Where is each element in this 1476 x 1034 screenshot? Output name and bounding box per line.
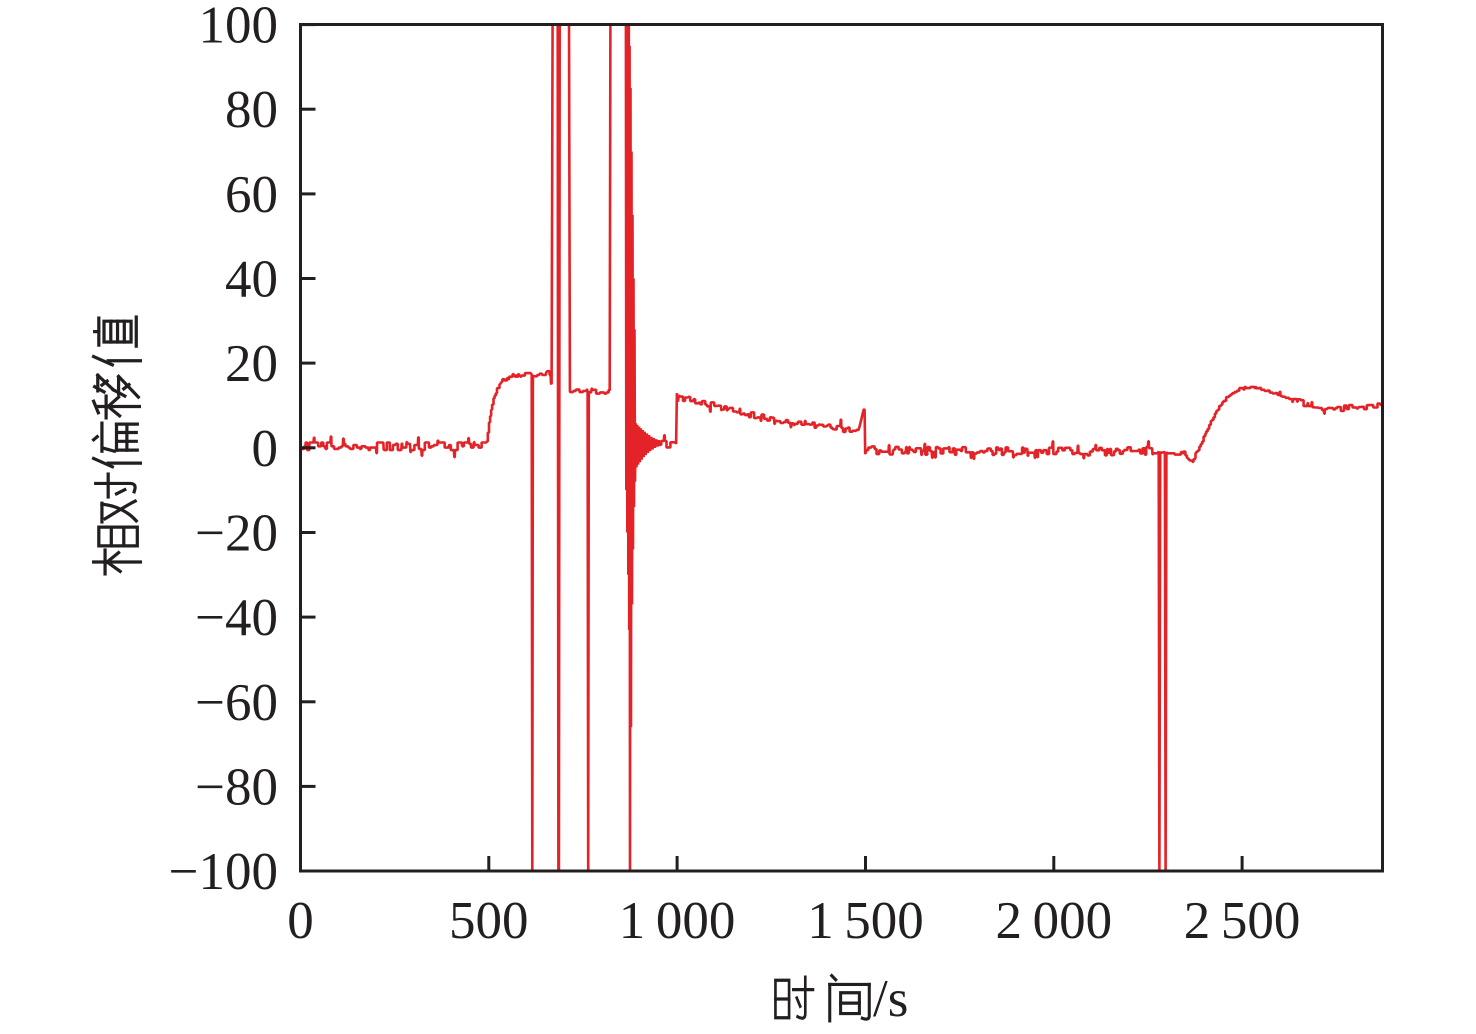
svg-text:−40: −40 bbox=[195, 589, 278, 647]
svg-text:−60: −60 bbox=[195, 674, 278, 732]
svg-text:0: 0 bbox=[252, 420, 279, 478]
svg-text:80: 80 bbox=[225, 81, 278, 139]
svg-text:0: 0 bbox=[287, 892, 314, 950]
svg-text:2 000: 2 000 bbox=[995, 892, 1112, 950]
svg-text:−100: −100 bbox=[169, 843, 278, 901]
svg-text:1 500: 1 500 bbox=[807, 892, 924, 950]
svg-text:60: 60 bbox=[225, 166, 278, 224]
svg-text:500: 500 bbox=[449, 892, 529, 950]
svg-text:−20: −20 bbox=[195, 505, 278, 563]
svg-text:−80: −80 bbox=[195, 758, 278, 816]
svg-text:2 500: 2 500 bbox=[1184, 892, 1301, 950]
svg-text:20: 20 bbox=[225, 335, 278, 393]
svg-text:1 000: 1 000 bbox=[619, 892, 736, 950]
svg-text:40: 40 bbox=[225, 251, 278, 309]
svg-text:100: 100 bbox=[199, 0, 279, 55]
svg-text:/s: /s bbox=[873, 970, 908, 1028]
